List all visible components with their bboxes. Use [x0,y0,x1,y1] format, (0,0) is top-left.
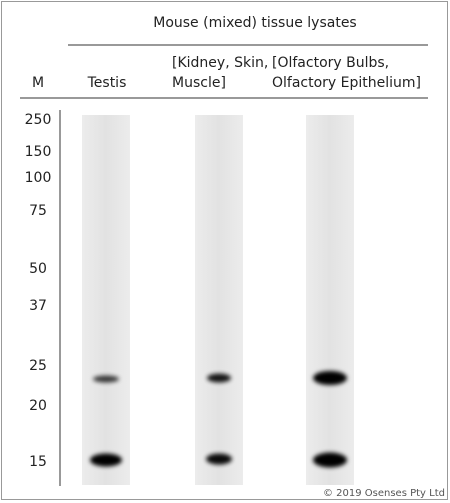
band [93,375,119,383]
marker-size: 37 [29,298,47,314]
lane-strip [195,115,243,485]
lane-label: [Kidney, Skin, [172,55,268,71]
marker-size: 100 [25,170,52,186]
band [313,371,347,385]
lane-label: [Olfactory Bulbs, [272,55,389,71]
marker-size: 150 [25,144,52,160]
lane-label: Muscle] [172,75,226,91]
lane-strip [82,115,130,485]
lane-label: Olfactory Epithelium] [272,75,421,91]
marker-size: 20 [29,398,47,414]
marker-size: 50 [29,261,47,277]
figure-title: Mouse (mixed) tissue lysates [153,15,356,31]
marker-size: 15 [29,454,47,470]
copyright: © 2019 Osenses Pty Ltd [323,488,445,499]
band [206,453,232,465]
band [90,453,122,467]
band [313,452,347,468]
lane-label: Testis [87,75,127,91]
band [207,373,231,383]
marker-heading: M [32,75,44,91]
lane-strip [306,115,354,485]
marker-size: 250 [25,112,52,128]
marker-size: 75 [29,203,47,219]
marker-size: 25 [29,358,47,374]
